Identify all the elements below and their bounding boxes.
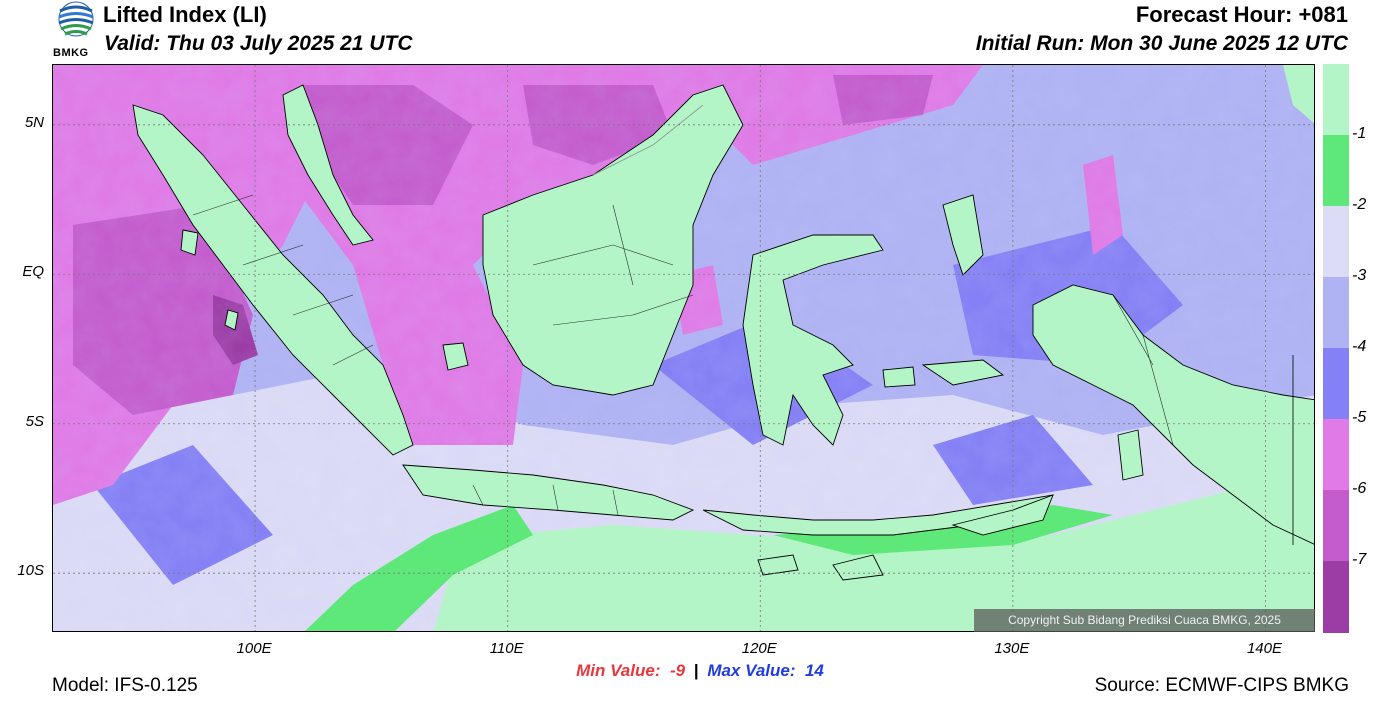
land-java (402, 464, 695, 521)
land-siberut (224, 309, 239, 331)
lon-label: 120E (741, 640, 777, 657)
forecast-hour: Forecast Hour: +081 (1135, 2, 1348, 27)
land-malay (282, 84, 374, 246)
lat-label: 5N (24, 113, 44, 131)
land-bangka (442, 342, 469, 371)
colorbar-segment (1323, 135, 1349, 207)
bmkg-logo (52, 1, 100, 61)
national-border (592, 104, 704, 176)
colorbar-segment (1323, 561, 1349, 633)
colorbar-label: -7 (1352, 551, 1367, 568)
land-sumatra (132, 104, 414, 456)
graticule (53, 65, 1314, 631)
province-border (472, 484, 619, 516)
colorbar (1323, 64, 1349, 633)
value-separator: | (693, 661, 699, 680)
land-sulawesi (742, 234, 884, 446)
lat-label: EQ (22, 263, 44, 281)
min-value: Min Value: -9 (576, 661, 686, 680)
li-zone-stable-band (305, 505, 533, 631)
colorbar-segment (1323, 348, 1349, 420)
land-timor (951, 494, 1054, 536)
lon-label: 110E (489, 640, 524, 657)
land-halmahera (942, 194, 984, 276)
land-rote (832, 554, 884, 581)
land-seram (921, 359, 1005, 386)
lat-label: 10S (17, 562, 44, 580)
lon-label: 140E (1246, 640, 1282, 657)
land-nias (180, 229, 199, 256)
valid-time: Valid: Thu 03 July 2025 21 UTC (104, 32, 413, 55)
province-border (192, 194, 374, 366)
land-sumba (757, 554, 799, 576)
land-newguinea (1032, 284, 1314, 545)
colorbar-segment (1323, 64, 1349, 136)
lon-label: 130E (994, 640, 1030, 657)
logo-text: BMKG (53, 47, 89, 59)
map-title: Lifted Index (LI) (103, 2, 267, 27)
province-border (1112, 294, 1174, 446)
min-max-values: Min Value: -9 | Max Value: 14 (0, 661, 1400, 681)
colorbar-segment (1323, 277, 1349, 349)
land-aru (1117, 429, 1144, 481)
colorbar-label: -2 (1352, 196, 1367, 213)
land-borneo (482, 84, 744, 396)
map-area[interactable] (52, 64, 1315, 632)
colorbar-label: -1 (1352, 125, 1367, 142)
copyright-notice: Copyright Sub Bidang Prediksi Cuaca BMKG… (974, 609, 1315, 632)
lat-label: 5S (25, 412, 44, 430)
land-buru (882, 366, 916, 388)
max-value: Max Value: 14 (707, 661, 824, 680)
model-label: Model: IFS-0.125 (52, 675, 198, 696)
source-label: Source: ECMWF-CIPS BMKG (1094, 675, 1349, 696)
colorbar-label: -3 (1352, 267, 1367, 284)
initial-run: Initial Run: Mon 30 June 2025 12 UTC (975, 32, 1348, 55)
colorbar-label: -5 (1352, 409, 1367, 426)
colorbar-segment (1323, 490, 1349, 562)
lon-label: 100E (236, 640, 272, 657)
colorbar-segment (1323, 206, 1349, 278)
colorbar-segment (1323, 419, 1349, 491)
colorbar-label: -6 (1352, 480, 1367, 497)
province-border (532, 204, 694, 326)
li-zone-stable (1283, 65, 1314, 124)
colorbar-label: -4 (1352, 338, 1367, 355)
